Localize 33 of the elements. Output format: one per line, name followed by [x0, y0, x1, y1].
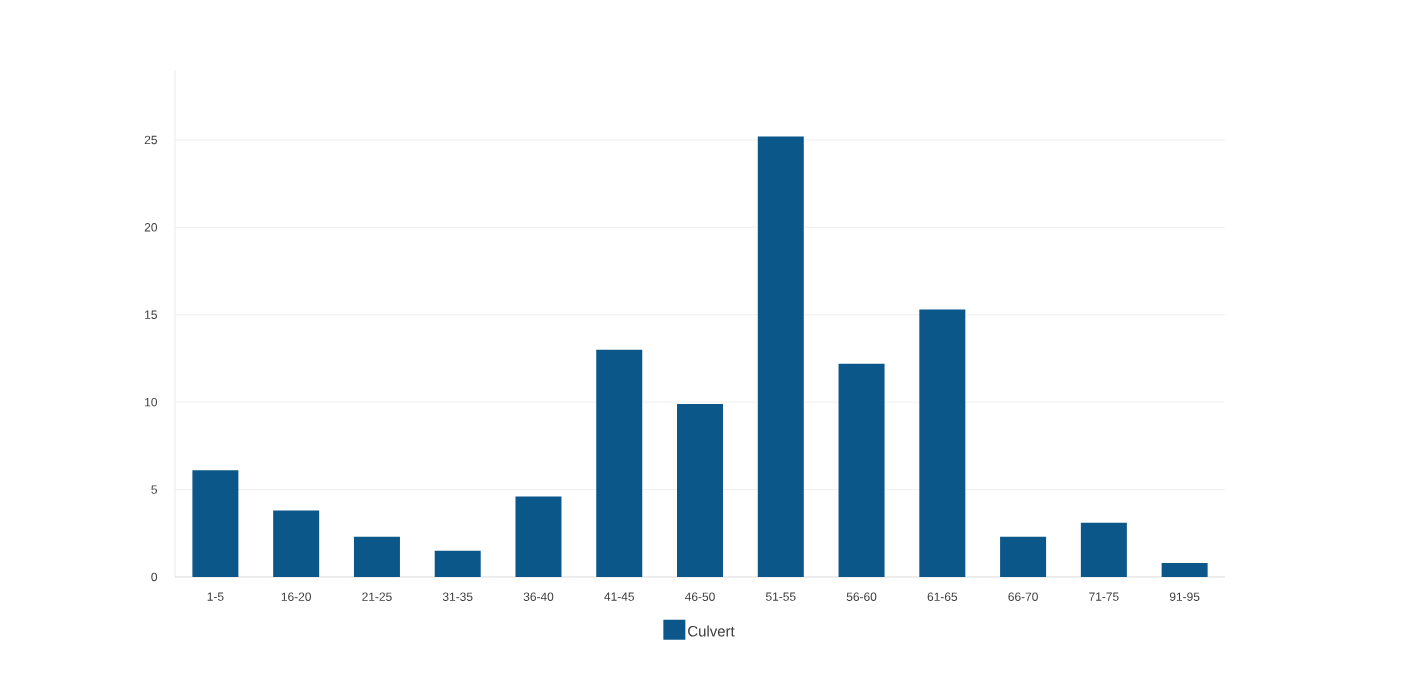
y-tick-label: 10: [145, 397, 158, 407]
x-tick-label: 51-55: [765, 592, 796, 601]
y-tick-label: 20: [144, 223, 158, 232]
y-tick-label: 15: [145, 310, 157, 319]
bar: [919, 309, 966, 577]
x-tick-label: 46-50: [685, 592, 715, 601]
x-tick-label: 61-65: [927, 592, 958, 601]
bar: [838, 363, 885, 577]
x-tick-label: 16-20: [281, 592, 311, 601]
bar: [192, 470, 239, 577]
bar: [1161, 563, 1208, 577]
y-tick-label: 25: [144, 135, 157, 145]
x-tick-label: 21-25: [362, 592, 392, 601]
legend-label: Culvert: [688, 625, 735, 637]
y-tick-label: 5: [151, 485, 157, 494]
bar: [353, 536, 400, 577]
bar: [515, 496, 562, 577]
bar: [757, 136, 804, 577]
bar: [1000, 536, 1047, 577]
x-tick-label: 71-75: [1089, 592, 1119, 601]
x-tick-label: 56-60: [846, 592, 877, 601]
bar: [596, 349, 643, 577]
x-tick-label: 31-35: [442, 592, 473, 601]
x-tick-label: 1-5: [207, 592, 224, 601]
y-tick-label: 0: [151, 572, 158, 582]
x-tick-label: 36-40: [523, 592, 554, 601]
bar: [1080, 522, 1127, 577]
x-tick-label: 91-95: [1169, 592, 1200, 601]
bar: [677, 403, 724, 577]
x-tick-label: 41-45: [604, 592, 635, 601]
x-tick-label: 66-70: [1008, 592, 1038, 601]
bar: [434, 550, 481, 577]
bar: [273, 510, 320, 577]
